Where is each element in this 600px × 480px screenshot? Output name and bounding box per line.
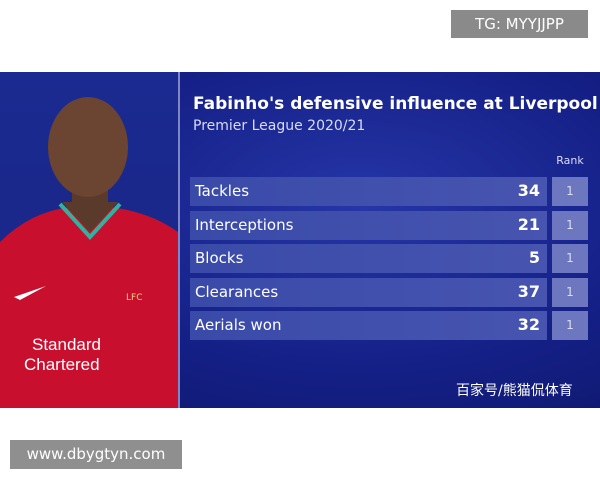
rank-box: 1	[552, 177, 588, 206]
rank-box: 1	[552, 278, 588, 307]
stat-label: Tackles	[195, 182, 250, 200]
rank-header: Rank	[556, 154, 584, 167]
chart-title: Fabinho's defensive influence at Liverpo…	[193, 94, 598, 114]
svg-text:Standard: Standard	[32, 335, 101, 354]
rank-box: 1	[552, 311, 588, 340]
stat-value: 34	[517, 181, 540, 200]
player-photo: LFC Standard Chartered	[0, 72, 178, 408]
stat-row: Aerials won 32	[190, 311, 547, 340]
svg-text:LFC: LFC	[126, 293, 142, 303]
stat-value: 5	[528, 248, 540, 267]
stat-label: Aerials won	[195, 316, 282, 334]
stat-label: Interceptions	[195, 216, 294, 234]
infographic: LFC Standard Chartered Fabinho's defensi…	[0, 72, 600, 408]
stat-label: Clearances	[195, 283, 279, 301]
svg-text:Chartered: Chartered	[24, 355, 100, 374]
stat-row: Blocks 5	[190, 244, 547, 273]
stat-label: Blocks	[195, 249, 244, 267]
top-watermark: TG: MYYJJPP	[451, 10, 588, 38]
source-watermark: 百家号/熊猫侃体育	[456, 383, 573, 399]
stat-row: Tackles 34	[190, 177, 547, 206]
stat-row: Interceptions 21	[190, 211, 547, 240]
rank-box: 1	[552, 211, 588, 240]
bottom-watermark: www.dbygtyn.com	[10, 440, 182, 469]
player-illustration: LFC Standard Chartered	[0, 97, 178, 408]
stat-row: Clearances 37	[190, 278, 547, 307]
stat-value: 32	[517, 315, 540, 334]
rank-box: 1	[552, 244, 588, 273]
stat-value: 37	[517, 282, 540, 301]
stat-value: 21	[517, 215, 540, 234]
chart-subtitle: Premier League 2020/21	[193, 118, 366, 134]
divider	[178, 72, 180, 408]
